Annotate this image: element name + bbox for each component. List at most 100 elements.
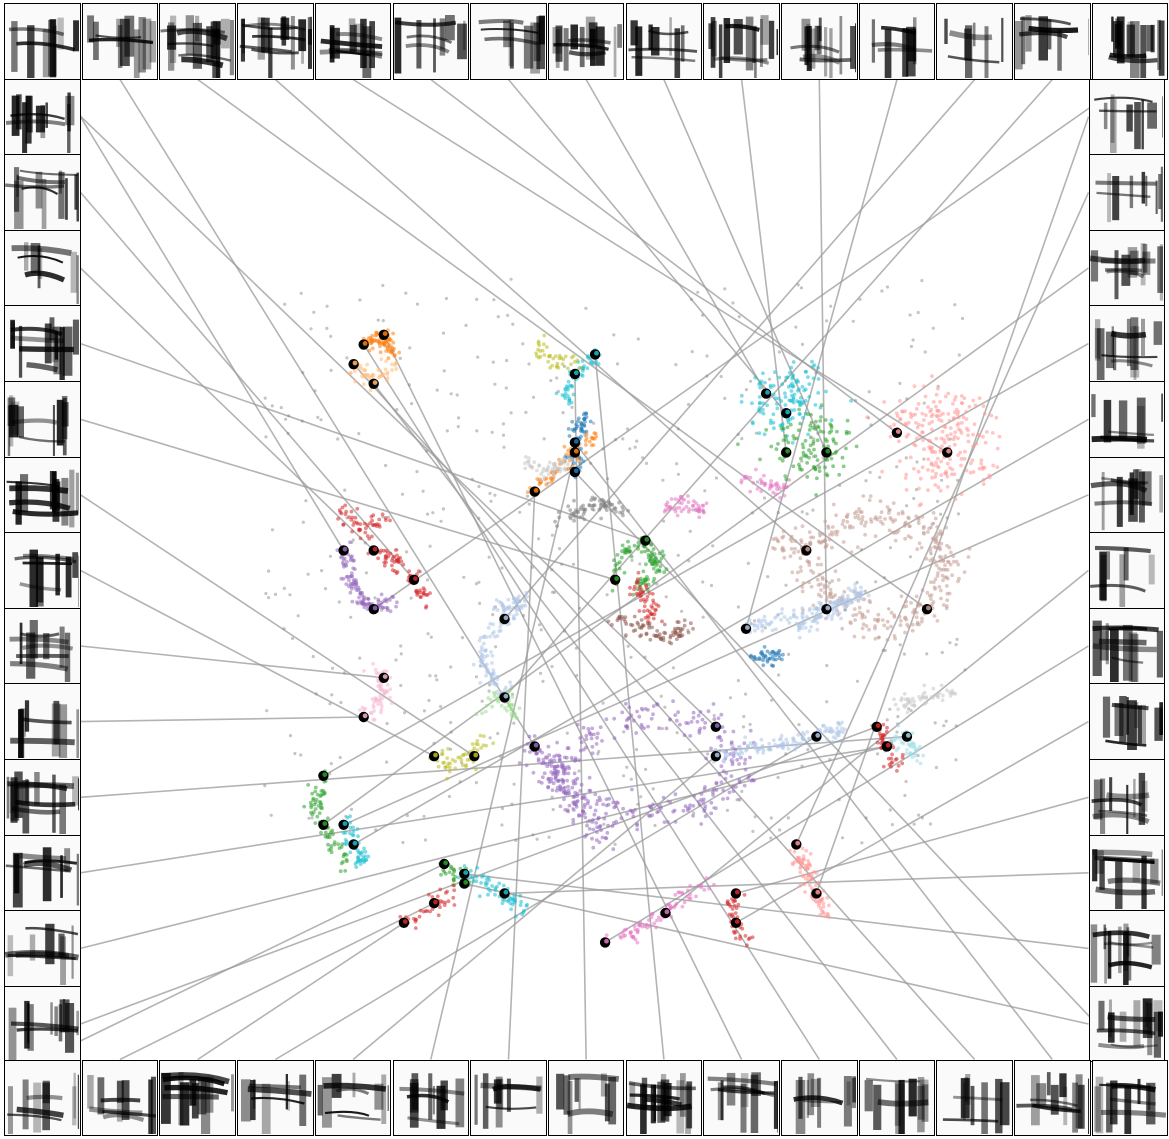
spectrogram-band — [64, 847, 71, 872]
spectrogram-band — [1127, 933, 1131, 981]
connector-line — [464, 882, 1089, 1025]
spectrogram-band — [1132, 859, 1140, 882]
spectrogram-harmonic — [25, 927, 79, 936]
cluster-point — [567, 791, 572, 796]
cluster-point — [922, 690, 927, 695]
cluster-point — [802, 882, 807, 887]
noise-point — [307, 816, 311, 820]
cluster-point — [388, 695, 392, 700]
cluster-point — [691, 813, 695, 818]
spectrogram-band — [718, 1081, 724, 1120]
noise-point — [339, 700, 343, 705]
cluster-point — [774, 447, 779, 451]
noise-point — [511, 322, 515, 326]
cluster-point — [435, 894, 440, 899]
spectrogram-band — [604, 1083, 610, 1121]
cluster-point — [746, 744, 750, 749]
cluster-point — [952, 398, 957, 402]
cluster-point — [589, 732, 594, 737]
cluster-point — [815, 577, 820, 582]
cluster-point — [468, 874, 473, 879]
noise-point — [905, 504, 909, 508]
connector-line — [119, 902, 435, 1061]
cluster-point — [930, 469, 935, 473]
cluster-point — [875, 740, 880, 745]
cluster-point — [675, 637, 679, 641]
cluster-point — [575, 776, 580, 781]
cluster-point — [401, 562, 406, 567]
noise-point — [703, 489, 707, 493]
cluster-point — [666, 902, 671, 907]
spectrogram-band — [349, 24, 357, 52]
spectrogram-band — [1125, 784, 1128, 834]
cluster-point — [780, 607, 785, 611]
spectrogram-thumbnail — [936, 1059, 1013, 1136]
cluster-point — [591, 362, 596, 366]
cluster-point — [348, 371, 353, 375]
spectrogram-harmonic — [1091, 812, 1150, 825]
cluster-point — [807, 560, 811, 565]
spectrogram-harmonic — [1097, 809, 1147, 817]
spectrogram-harmonic — [244, 22, 307, 32]
cluster-point — [937, 585, 942, 589]
spectrogram-band — [1015, 21, 1023, 70]
cluster-point — [598, 505, 603, 510]
cluster-point — [724, 771, 729, 775]
spectrogram-band — [55, 553, 60, 596]
cluster-point — [761, 658, 765, 663]
spectrogram-band — [1046, 1071, 1051, 1095]
cluster-point — [939, 473, 944, 477]
cluster-point — [904, 434, 909, 439]
spectrogram-image — [626, 1072, 696, 1134]
noise-point — [373, 596, 377, 600]
cluster-point — [943, 394, 948, 399]
cluster-point — [365, 534, 370, 538]
cluster-point — [760, 629, 765, 633]
spectrogram-image — [474, 1072, 543, 1129]
spectrogram-harmonic — [1093, 499, 1152, 506]
cluster-point — [742, 741, 747, 746]
cluster-point — [481, 635, 486, 640]
noise-point — [916, 753, 920, 758]
spectrogram-harmonic — [15, 799, 76, 808]
spectrogram-thumbnail — [1014, 1059, 1091, 1136]
cluster-point — [607, 796, 612, 801]
cluster-point — [566, 379, 571, 384]
spectrogram-band — [679, 1072, 686, 1117]
cluster-point — [940, 429, 945, 434]
cluster-point — [368, 388, 373, 393]
cluster-point — [350, 574, 355, 579]
cluster-point — [631, 814, 636, 819]
connector-line — [80, 494, 475, 757]
spectrogram-band — [1132, 778, 1136, 818]
cluster-point — [660, 549, 665, 554]
cluster-point — [900, 509, 905, 514]
cluster-point — [785, 484, 789, 489]
cluster-point — [486, 892, 490, 897]
cluster-point — [819, 594, 823, 599]
noise-point — [330, 693, 334, 697]
cluster-point — [757, 395, 762, 399]
cluster-point — [780, 742, 784, 747]
cluster-point — [781, 529, 786, 534]
spectrogram-harmonic — [629, 1092, 680, 1101]
cluster-point — [552, 764, 557, 769]
cluster-point — [831, 439, 836, 444]
cluster-point — [565, 366, 570, 371]
cluster-point — [617, 560, 622, 565]
cluster-point — [903, 697, 908, 702]
noise-point — [539, 628, 543, 632]
noise-point — [435, 388, 439, 392]
cluster-point — [811, 376, 816, 381]
cluster-point — [792, 436, 797, 441]
spectrogram-band — [751, 1071, 762, 1096]
cluster-point — [719, 744, 723, 748]
cluster-point — [816, 366, 821, 370]
cluster-point — [794, 744, 799, 749]
cluster-point — [554, 753, 559, 758]
spectrogram-harmonic — [1094, 546, 1151, 554]
spectrogram-harmonic — [16, 1027, 79, 1033]
cluster-point — [651, 598, 655, 603]
highlight-marker-fill — [463, 880, 469, 885]
cluster-point — [379, 592, 384, 597]
